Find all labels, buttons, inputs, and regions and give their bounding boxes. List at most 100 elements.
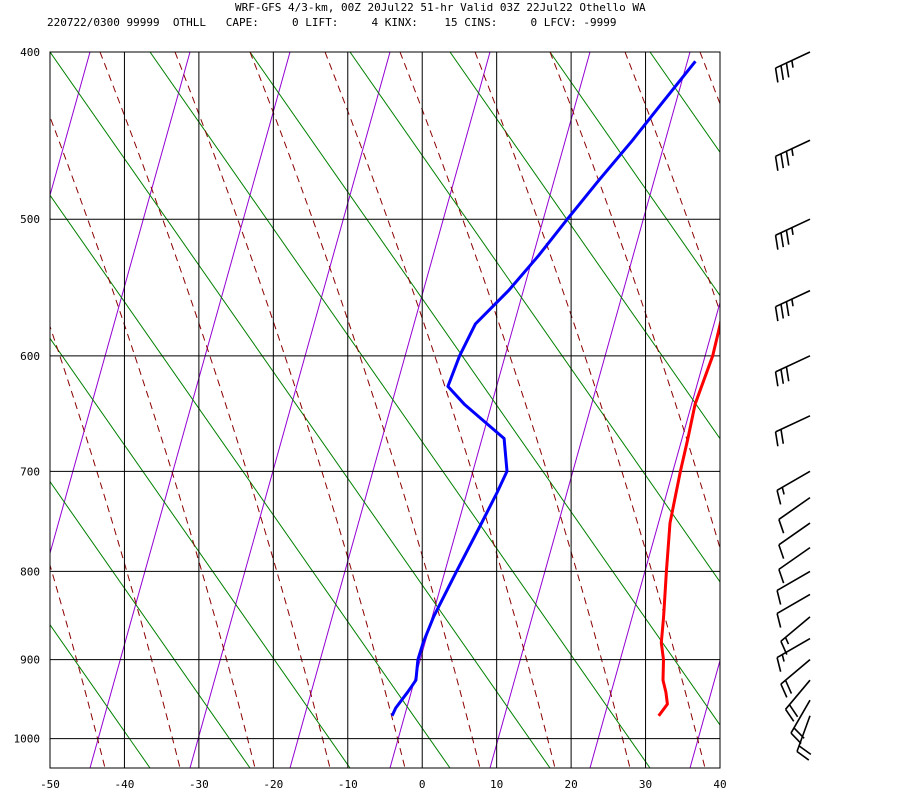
x-tick-label: -20 xyxy=(263,778,283,791)
barb-flag-full xyxy=(774,235,779,250)
temperature-profile xyxy=(657,318,720,717)
barb-staff xyxy=(775,415,811,433)
wind-barb xyxy=(776,470,811,505)
dry-adiabat-line xyxy=(750,52,900,768)
moist-adiabat-line xyxy=(174,52,406,768)
mixing-ratio-line xyxy=(189,52,391,768)
barb-staff xyxy=(776,570,811,592)
barb-staff xyxy=(780,616,811,642)
barb-flag-half xyxy=(791,227,794,235)
barb-flag-full xyxy=(774,67,779,83)
barb-flag-full xyxy=(790,732,802,745)
barb-flag-full xyxy=(784,679,793,694)
dry-adiabat-line xyxy=(649,52,720,154)
barb-flag-full xyxy=(780,153,785,169)
mixing-ratio-line xyxy=(589,300,720,768)
wind-barb xyxy=(780,616,811,655)
barb-flag-full xyxy=(788,704,799,718)
dry-adiabat-line xyxy=(349,52,720,583)
mixing-ratio-line xyxy=(489,52,691,768)
y-tick-label: 900 xyxy=(20,654,40,667)
x-tick-label: 0 xyxy=(419,778,426,791)
x-tick-label: -40 xyxy=(115,778,135,791)
moist-adiabat-line xyxy=(99,52,331,768)
wind-barb xyxy=(778,496,811,534)
barb-flag-full xyxy=(778,519,785,534)
barb-staff xyxy=(776,470,811,492)
barb-staff xyxy=(775,51,811,69)
chart-title: WRF-GFS 4/3-km, 00Z 20Jul22 51-hr Valid … xyxy=(235,1,646,14)
wind-barb xyxy=(776,593,811,628)
dry-adiabat-line xyxy=(50,194,451,768)
barb-flag-half xyxy=(781,654,785,662)
barb-flag-full xyxy=(780,683,788,698)
barb-flag-full xyxy=(776,490,782,505)
barb-staff xyxy=(778,522,811,546)
barb-flag-full xyxy=(776,613,782,628)
mixing-ratio-line xyxy=(89,52,291,768)
x-tick-label: -30 xyxy=(189,778,209,791)
barb-flag-full xyxy=(785,366,790,382)
wind-barb xyxy=(778,522,811,559)
barb-staff xyxy=(775,289,811,308)
barb-staff xyxy=(776,593,811,615)
moist-adiabat-line xyxy=(474,52,706,768)
barb-flag-full xyxy=(780,369,785,384)
x-tick-label: 40 xyxy=(713,778,726,791)
barb-flag-full xyxy=(774,431,779,447)
barb-flag-half xyxy=(791,60,794,68)
barb-flag-half xyxy=(791,298,794,307)
barb-flag-full xyxy=(796,750,810,761)
barb-flag-half xyxy=(784,637,790,645)
dry-adiabat-line xyxy=(50,52,551,768)
dry-adiabat-line xyxy=(50,623,151,768)
y-tick-label: 400 xyxy=(20,46,40,59)
wind-barb xyxy=(774,51,811,83)
series-layer xyxy=(390,60,720,717)
barb-staff xyxy=(790,699,811,734)
wind-barb xyxy=(774,139,811,171)
x-tick-label: -50 xyxy=(40,778,60,791)
x-tick-label: 20 xyxy=(564,778,577,791)
dry-adiabat-line xyxy=(50,480,251,768)
tick-labels: -50 -40 -30 -20 -10 0 10 20 30 40 400 500 600 700 800 9… xyxy=(14,46,727,791)
barb-flag-full xyxy=(774,371,779,387)
wind-barb xyxy=(776,637,811,672)
wind-barb xyxy=(774,289,811,322)
wind-barb xyxy=(780,659,811,698)
barb-staff xyxy=(780,659,811,685)
wind-barb xyxy=(796,715,812,761)
mixing-ratio-line xyxy=(389,52,591,768)
wind-barb xyxy=(774,218,811,250)
sounding-indices: 220722/0300 99999 OTHLL CAPE: 0 LIFT: 4 … xyxy=(47,16,617,29)
x-tick-label: 30 xyxy=(639,778,652,791)
moist-adiabat-line xyxy=(249,52,481,768)
barb-flag-full xyxy=(784,708,795,722)
dewpoint-profile xyxy=(390,60,697,717)
barb-flag-full xyxy=(778,569,785,584)
barb-staff xyxy=(775,355,811,373)
barb-flag-full xyxy=(774,156,779,171)
barb-flag-full xyxy=(780,304,785,319)
dry-adiabat-line xyxy=(549,52,720,297)
barb-staff xyxy=(778,496,811,521)
mixing-ratio-line xyxy=(50,52,91,198)
plot-frame xyxy=(49,51,721,769)
moist-adiabat-line xyxy=(324,52,556,768)
barb-flag-full xyxy=(785,151,790,166)
wind-barb xyxy=(784,679,811,722)
x-tick-label: -10 xyxy=(338,778,358,791)
moist-adiabat-line xyxy=(699,52,720,106)
mixing-ratio-line xyxy=(50,52,191,556)
barb-staff xyxy=(778,546,811,571)
dry-adiabat-line xyxy=(249,52,720,726)
moist-adiabat-line xyxy=(549,52,720,550)
barb-flag-full xyxy=(776,590,782,605)
barb-staff xyxy=(775,139,811,158)
wind-barb xyxy=(790,699,811,745)
barb-flag-full xyxy=(785,301,790,317)
barb-staff xyxy=(784,679,811,710)
barb-flag-full xyxy=(780,65,785,81)
wind-barb xyxy=(776,570,811,605)
